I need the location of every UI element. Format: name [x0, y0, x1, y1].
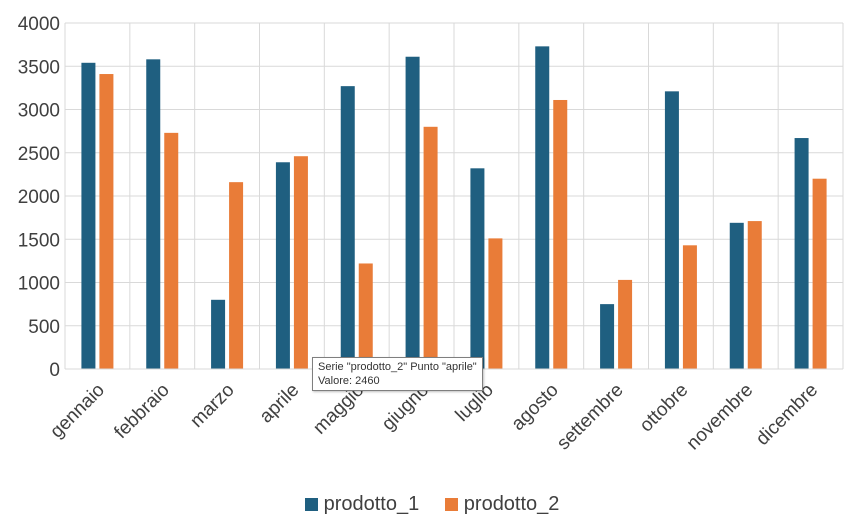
y-tick-label-1500: 1500 — [18, 230, 60, 251]
bar-prodotto_1-dicembre[interactable] — [794, 138, 809, 369]
grid-lines — [64, 22, 844, 370]
bar-prodotto_1-luglio[interactable] — [470, 168, 485, 369]
bar-prodotto_1-settembre[interactable] — [600, 304, 615, 369]
bar-prodotto_2-novembre[interactable] — [747, 221, 762, 369]
y-tick-label-4000: 4000 — [18, 14, 60, 35]
bar-prodotto_2-ottobre[interactable] — [682, 245, 697, 369]
legend-swatch-prodotto-1 — [304, 498, 318, 511]
y-tick-label-2000: 2000 — [18, 187, 60, 208]
tooltip-value-line: Valore: 2460 — [318, 375, 380, 387]
x-tick-label-agosto: agosto — [508, 380, 563, 435]
chart-legend: prodotto_1 prodotto_2 — [0, 493, 864, 517]
y-tick-label-1000: 1000 — [18, 274, 60, 295]
legend-item-prodotto-1[interactable]: prodotto_1 — [304, 493, 420, 516]
bar-prodotto_2-luglio[interactable] — [488, 238, 503, 369]
x-tick-label-novembre: novembre — [683, 380, 758, 455]
bar-prodotto_1-novembre[interactable] — [729, 222, 744, 369]
x-tick-label-ottobre: ottobre — [636, 380, 693, 437]
bar-prodotto_2-gennaio[interactable] — [99, 74, 114, 369]
tooltip-series-line: Serie "prodotto_2" Punto "aprile" — [318, 361, 477, 373]
y-tick-label-2500: 2500 — [18, 144, 60, 165]
bar-prodotto_2-settembre[interactable] — [618, 279, 633, 369]
y-tick-label-3500: 3500 — [18, 57, 60, 78]
bars — [81, 46, 827, 370]
x-tick-label-aprile: aprile — [256, 380, 304, 428]
bar-prodotto_1-maggio[interactable] — [340, 86, 355, 370]
x-tick-label-dicembre: dicembre — [752, 380, 822, 450]
bar-prodotto_2-dicembre[interactable] — [812, 178, 827, 369]
x-tick-label-febbraio: febbraio — [110, 380, 173, 443]
bar-prodotto_2-giugno[interactable] — [423, 126, 438, 369]
bar-prodotto_2-maggio[interactable] — [358, 263, 373, 369]
legend-label-prodotto-1: prodotto_1 — [323, 493, 420, 515]
bar-prodotto_1-ottobre[interactable] — [664, 91, 679, 370]
bar-prodotto_1-giugno[interactable] — [405, 56, 420, 370]
legend-label-prodotto-2: prodotto_2 — [463, 493, 560, 515]
y-tick-label-0: 0 — [49, 360, 60, 381]
x-tick-label-gennaio: gennaio — [46, 380, 109, 443]
x-tick-label-settembre: settembre — [553, 380, 628, 455]
bar-prodotto_1-aprile[interactable] — [275, 162, 290, 369]
bar-prodotto_2-agosto[interactable] — [553, 99, 568, 370]
bar-prodotto_2-aprile[interactable] — [293, 156, 308, 369]
data-tooltip: Serie "prodotto_2" Punto "aprile" Valore… — [312, 357, 483, 391]
bar-prodotto_1-marzo[interactable] — [211, 299, 226, 369]
y-tick-label-3000: 3000 — [18, 101, 60, 122]
bar-prodotto_1-gennaio[interactable] — [81, 62, 96, 369]
bar-prodotto_2-marzo[interactable] — [229, 182, 244, 369]
bar-prodotto_2-febbraio[interactable] — [164, 132, 179, 369]
bar-prodotto_1-agosto[interactable] — [535, 46, 550, 369]
y-tick-label-500: 500 — [28, 317, 60, 338]
bar-prodotto_1-febbraio[interactable] — [146, 59, 161, 370]
legend-swatch-prodotto-2 — [444, 498, 458, 511]
x-tick-label-marzo: marzo — [186, 380, 238, 432]
legend-item-prodotto-2[interactable]: prodotto_2 — [444, 493, 560, 516]
